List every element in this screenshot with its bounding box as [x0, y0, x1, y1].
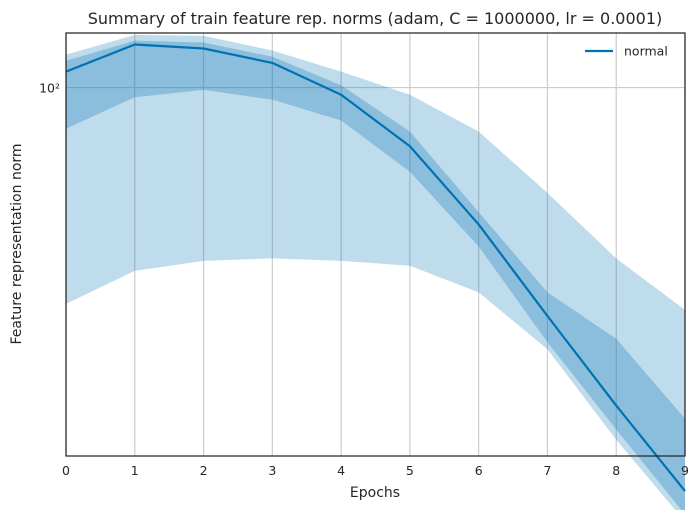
y-tick-labels: 10²	[39, 81, 60, 96]
x-tick-label-5: 5	[406, 463, 414, 478]
x-tick-label-7: 7	[543, 463, 551, 478]
plot-frame	[65, 32, 686, 457]
series-0-outer-band	[66, 34, 685, 510]
x-tick-label-8: 8	[612, 463, 620, 478]
series-0-line	[65, 43, 686, 492]
x-tick-label-2: 2	[200, 463, 208, 478]
chart-title: Summary of train feature rep. norms (ada…	[88, 9, 663, 28]
series-0-inner-band	[66, 40, 685, 510]
legend-label-0: normal	[624, 44, 668, 59]
series-lines	[65, 43, 686, 492]
x-tick-label-4: 4	[337, 463, 345, 478]
x-axis-label: Epochs	[350, 485, 400, 501]
x-tick-label-6: 6	[475, 463, 483, 478]
y-tick-label-0: 10²	[39, 81, 60, 96]
x-tick-label-9: 9	[681, 463, 689, 478]
legend: normal	[585, 44, 668, 59]
confidence-bands	[66, 34, 685, 510]
x-tick-label-1: 1	[131, 463, 139, 478]
x-tick-label-0: 0	[62, 463, 70, 478]
x-tick-label-3: 3	[268, 463, 276, 478]
y-axis-label: Feature representation norm	[9, 143, 25, 344]
x-tick-labels: 0 1 2 3 4 5 6 7 8 9	[62, 463, 689, 478]
